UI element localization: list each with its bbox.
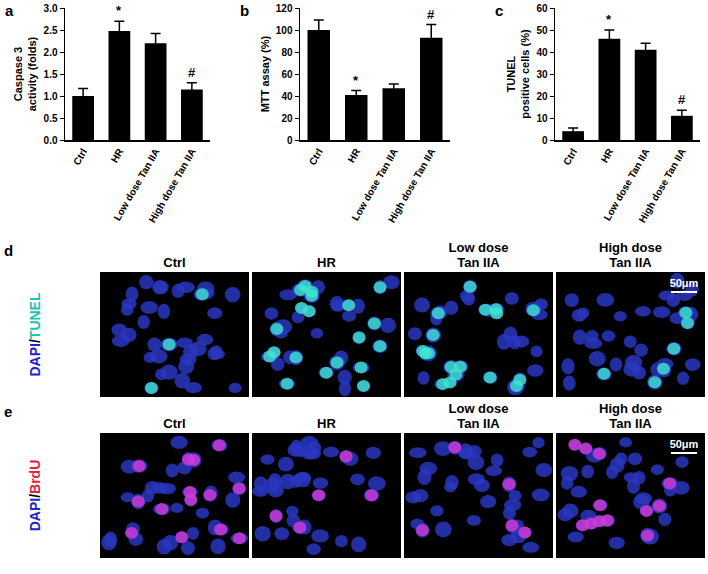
svg-text:*: * <box>353 73 359 88</box>
svg-text:Low dose Tan IIA: Low dose Tan IIA <box>350 147 400 223</box>
svg-text:1.5: 1.5 <box>44 69 58 80</box>
svg-text:40: 40 <box>536 47 548 58</box>
svg-text:0.5: 0.5 <box>44 113 58 124</box>
svg-text:a: a <box>5 2 14 19</box>
svg-text:60: 60 <box>281 69 293 80</box>
svg-text:0.0: 0.0 <box>44 135 58 146</box>
svg-text:*: * <box>116 3 122 18</box>
svg-text:100: 100 <box>276 25 293 36</box>
svg-text:2.0: 2.0 <box>44 47 58 58</box>
svg-text:#: # <box>188 65 196 80</box>
svg-text:#: # <box>427 7 435 22</box>
svg-text:Low dose: Low dose <box>449 401 509 416</box>
svg-text:0: 0 <box>287 135 293 146</box>
svg-text:Ctrl: Ctrl <box>163 416 185 431</box>
svg-text:DAPI/TUNEL: DAPI/TUNEL <box>27 292 43 376</box>
svg-text:b: b <box>240 2 249 19</box>
svg-text:50μm: 50μm <box>670 438 699 450</box>
svg-text:TUNELpositive cells (%): TUNELpositive cells (%) <box>505 29 531 119</box>
svg-text:Low dose: Low dose <box>449 240 509 255</box>
svg-text:High dose Tan IIA: High dose Tan IIA <box>147 147 198 225</box>
svg-text:High dose Tan IIA: High dose Tan IIA <box>386 147 437 225</box>
svg-text:HR: HR <box>109 146 126 165</box>
svg-text:Low dose Tan IIA: Low dose Tan IIA <box>111 147 161 223</box>
svg-text:Tan IIA: Tan IIA <box>609 255 652 270</box>
svg-text:MTT assay (%): MTT assay (%) <box>259 35 271 112</box>
svg-text:d: d <box>4 242 13 259</box>
svg-text:40: 40 <box>281 91 293 102</box>
svg-text:10: 10 <box>536 113 548 124</box>
svg-text:*: * <box>606 12 612 27</box>
svg-text:Ctrl: Ctrl <box>163 255 185 270</box>
svg-text:50: 50 <box>536 25 548 36</box>
svg-text:Tan IIA: Tan IIA <box>457 255 500 270</box>
svg-text:60: 60 <box>536 3 548 14</box>
svg-text:30: 30 <box>536 69 548 80</box>
svg-text:80: 80 <box>281 47 293 58</box>
svg-text:HR: HR <box>346 146 363 165</box>
svg-text:DAPI/BrdU: DAPI/BrdU <box>27 460 43 532</box>
svg-text:e: e <box>4 403 12 420</box>
svg-text:Tan IIA: Tan IIA <box>457 416 500 431</box>
svg-text:120: 120 <box>276 3 293 14</box>
svg-text:Ctrl: Ctrl <box>561 146 579 167</box>
svg-text:HR: HR <box>317 255 336 270</box>
svg-text:20: 20 <box>281 113 293 124</box>
svg-text:High dose: High dose <box>599 240 662 255</box>
svg-text:50μm: 50μm <box>670 277 699 289</box>
svg-text:0: 0 <box>542 135 548 146</box>
svg-text:Ctrl: Ctrl <box>71 146 89 167</box>
svg-text:HR: HR <box>317 416 336 431</box>
svg-text:Low dose Tan IIA: Low dose Tan IIA <box>601 147 651 223</box>
svg-text:Caspase 3activity (folds): Caspase 3activity (folds) <box>12 36 38 111</box>
svg-text:Ctrl: Ctrl <box>307 146 325 167</box>
svg-text:2.5: 2.5 <box>44 25 58 36</box>
svg-text:3.0: 3.0 <box>44 3 58 14</box>
svg-text:c: c <box>495 2 503 19</box>
svg-text:High dose: High dose <box>599 401 662 416</box>
svg-text:HR: HR <box>599 146 616 165</box>
svg-text:Tan IIA: Tan IIA <box>609 416 652 431</box>
svg-text:20: 20 <box>536 91 548 102</box>
svg-text:High dose Tan IIA: High dose Tan IIA <box>637 147 688 225</box>
svg-text:1.0: 1.0 <box>44 91 58 102</box>
svg-text:#: # <box>678 92 686 107</box>
